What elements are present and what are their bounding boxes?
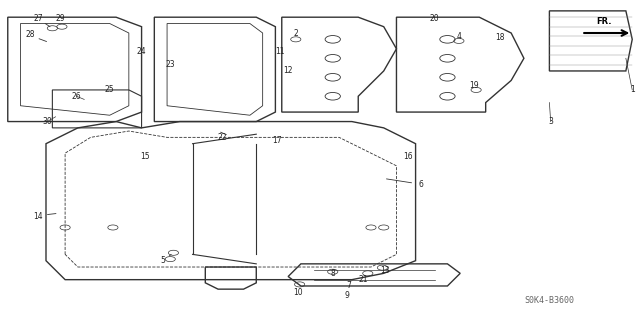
Text: 19: 19 xyxy=(469,81,479,90)
Text: 11: 11 xyxy=(275,48,285,56)
Text: 3: 3 xyxy=(548,117,553,126)
Text: 5: 5 xyxy=(161,256,166,265)
Text: 27: 27 xyxy=(33,14,43,23)
Text: 14: 14 xyxy=(33,212,43,221)
Text: FR.: FR. xyxy=(596,18,611,26)
Text: 22: 22 xyxy=(218,133,227,142)
Text: 28: 28 xyxy=(26,30,35,39)
Text: 7: 7 xyxy=(346,281,351,291)
Text: 29: 29 xyxy=(55,14,65,23)
Text: 6: 6 xyxy=(419,180,423,189)
Text: 20: 20 xyxy=(430,14,440,23)
Text: 10: 10 xyxy=(293,288,303,297)
Text: 15: 15 xyxy=(140,152,150,161)
Text: 25: 25 xyxy=(105,85,115,94)
Text: 23: 23 xyxy=(166,60,175,69)
Text: 18: 18 xyxy=(495,33,504,42)
Text: 2: 2 xyxy=(293,28,298,38)
Text: 17: 17 xyxy=(273,136,282,145)
Text: 4: 4 xyxy=(456,32,461,41)
Text: 26: 26 xyxy=(72,92,81,101)
Text: 9: 9 xyxy=(345,291,350,300)
Text: 21: 21 xyxy=(358,275,368,284)
Text: 24: 24 xyxy=(137,48,147,56)
Text: 1: 1 xyxy=(630,85,635,94)
Text: 8: 8 xyxy=(330,269,335,278)
Text: S0K4-B3600: S0K4-B3600 xyxy=(524,296,574,305)
Text: 16: 16 xyxy=(403,152,413,161)
Text: 13: 13 xyxy=(380,266,390,275)
Text: 12: 12 xyxy=(284,66,293,76)
Text: 30: 30 xyxy=(42,117,52,126)
